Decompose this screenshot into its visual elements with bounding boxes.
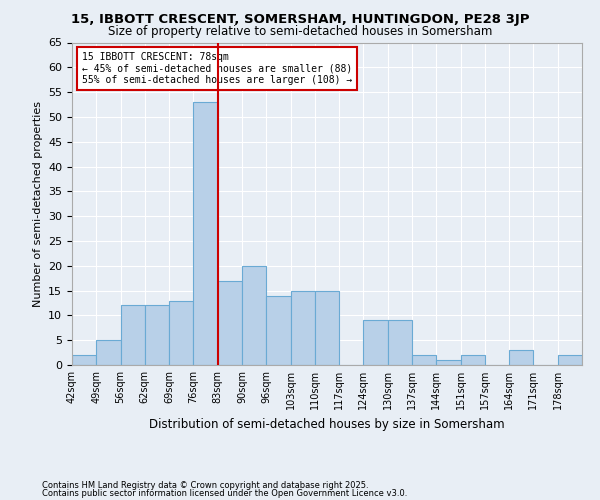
Bar bbox=[558, 355, 582, 365]
Bar bbox=[388, 320, 412, 365]
X-axis label: Distribution of semi-detached houses by size in Somersham: Distribution of semi-detached houses by … bbox=[149, 418, 505, 430]
Bar bbox=[412, 355, 436, 365]
Text: 15, IBBOTT CRESCENT, SOMERSHAM, HUNTINGDON, PE28 3JP: 15, IBBOTT CRESCENT, SOMERSHAM, HUNTINGD… bbox=[71, 12, 529, 26]
Bar bbox=[193, 102, 218, 365]
Text: 15 IBBOTT CRESCENT: 78sqm
← 45% of semi-detached houses are smaller (88)
55% of : 15 IBBOTT CRESCENT: 78sqm ← 45% of semi-… bbox=[82, 52, 352, 86]
Text: Contains HM Land Registry data © Crown copyright and database right 2025.: Contains HM Land Registry data © Crown c… bbox=[42, 481, 368, 490]
Bar bbox=[145, 306, 169, 365]
Bar bbox=[266, 296, 290, 365]
Bar bbox=[509, 350, 533, 365]
Bar bbox=[315, 290, 339, 365]
Bar bbox=[72, 355, 96, 365]
Text: Size of property relative to semi-detached houses in Somersham: Size of property relative to semi-detach… bbox=[108, 25, 492, 38]
Bar bbox=[169, 300, 193, 365]
Bar bbox=[364, 320, 388, 365]
Bar bbox=[290, 290, 315, 365]
Bar bbox=[121, 306, 145, 365]
Bar bbox=[96, 340, 121, 365]
Bar bbox=[461, 355, 485, 365]
Y-axis label: Number of semi-detached properties: Number of semi-detached properties bbox=[32, 101, 43, 306]
Bar bbox=[242, 266, 266, 365]
Bar bbox=[436, 360, 461, 365]
Text: Contains public sector information licensed under the Open Government Licence v3: Contains public sector information licen… bbox=[42, 490, 407, 498]
Bar bbox=[218, 280, 242, 365]
